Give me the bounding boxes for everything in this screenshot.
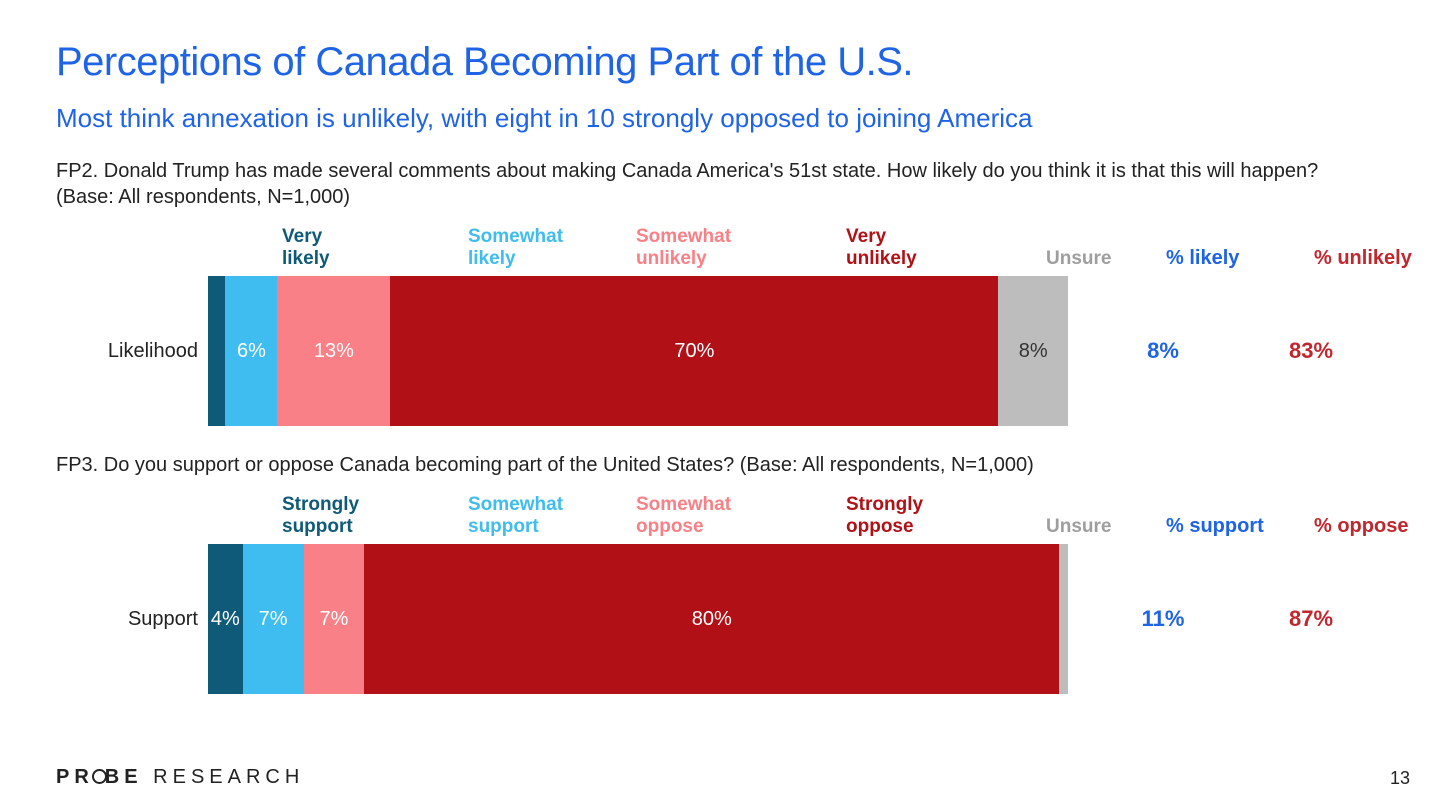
bar-segment: 8% — [998, 276, 1067, 426]
chart-support: FP3. Do you support or oppose Canada bec… — [56, 452, 1376, 694]
summary-header-support: % support — [1166, 515, 1264, 538]
summary-header-likely: % likely — [1166, 247, 1239, 270]
legend-strongly-support: Strongly support — [282, 494, 359, 538]
legend-row-2: Strongly support Somewhat support Somewh… — [56, 492, 1376, 538]
sum-unlikely: 83% — [1246, 338, 1376, 364]
legend-row-1: Very likely Somewhat likely Somewhat unl… — [56, 224, 1376, 270]
legend-somewhat-likely: Somewhat likely — [468, 226, 563, 270]
bar-area-1: Likelihood 6%13%70%8% 8% 83% — [56, 276, 1376, 426]
logo-pr: PR — [56, 766, 94, 788]
legend-somewhat-oppose: Somewhat oppose — [636, 494, 731, 538]
bar-segment: 13% — [277, 276, 390, 426]
footer: PR BE RESEARCH 13 — [56, 766, 1410, 789]
bar-segment — [208, 276, 225, 426]
bar-label-likelihood: Likelihood — [56, 340, 208, 363]
sum-oppose: 87% — [1246, 606, 1376, 632]
question-fp3: FP3. Do you support or oppose Canada bec… — [56, 452, 1376, 478]
slide-title: Perceptions of Canada Becoming Part of t… — [56, 40, 1376, 85]
chart-likelihood: FP2. Donald Trump has made several comme… — [56, 158, 1376, 426]
bar-area-2: Support 4%7%7%80% 11% 87% — [56, 544, 1376, 694]
question-fp2: FP2. Donald Trump has made several comme… — [56, 158, 1376, 210]
sum-support: 11% — [1098, 606, 1228, 632]
bar-segment — [1059, 544, 1068, 694]
summary-vals-2: 11% 87% — [1068, 606, 1376, 632]
legend-strongly-oppose: Strongly oppose — [846, 494, 923, 538]
legend-unsure: Unsure — [1046, 248, 1111, 270]
sum-likely: 8% — [1098, 338, 1228, 364]
slide-subtitle: Most think annexation is unlikely, with … — [56, 103, 1376, 134]
bar-segment: 7% — [243, 544, 304, 694]
slide: Perceptions of Canada Becoming Part of t… — [0, 0, 1432, 694]
stacked-bar-likelihood: 6%13%70%8% — [208, 276, 1068, 426]
bar-wrap-2: 4%7%7%80% 11% 87% — [208, 544, 1376, 694]
legend-somewhat-support: Somewhat support — [468, 494, 563, 538]
bar-segment: 80% — [364, 544, 1059, 694]
stacked-bar-support: 4%7%7%80% — [208, 544, 1068, 694]
legend-somewhat-unlikely: Somewhat unlikely — [636, 226, 731, 270]
bar-segment: 6% — [225, 276, 277, 426]
bar-segment: 4% — [208, 544, 243, 694]
summary-header-unlikely: % unlikely — [1314, 247, 1412, 270]
logo-be: BE — [105, 766, 143, 788]
logo: PR BE RESEARCH — [56, 766, 304, 789]
bar-label-support: Support — [56, 608, 208, 631]
page-number: 13 — [1390, 768, 1410, 789]
bar-segment: 70% — [390, 276, 998, 426]
summary-header-oppose: % oppose — [1314, 515, 1408, 538]
bar-wrap-1: 6%13%70%8% 8% 83% — [208, 276, 1376, 426]
summary-vals-1: 8% 83% — [1068, 338, 1376, 364]
bar-segment: 7% — [304, 544, 365, 694]
legend-very-unlikely: Very unlikely — [846, 226, 917, 270]
logo-research: RESEARCH — [153, 766, 304, 788]
legend-very-likely: Very likely — [282, 226, 330, 270]
legend-unsure-2: Unsure — [1046, 516, 1111, 538]
